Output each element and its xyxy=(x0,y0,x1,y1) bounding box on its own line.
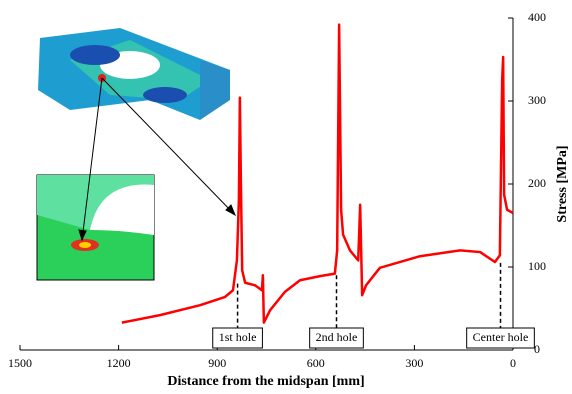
x-tick-label: 0 xyxy=(510,356,516,370)
x-tick-label: 900 xyxy=(208,356,226,370)
annotation: 1st hole xyxy=(219,330,257,344)
x-tick-label: 300 xyxy=(405,356,423,370)
annotation: Center hole xyxy=(473,330,529,344)
y-tick-label: 0 xyxy=(534,342,540,356)
y-tick-label: 200 xyxy=(528,176,546,190)
x-tick-label: 1500 xyxy=(8,356,32,370)
x-tick-label: 600 xyxy=(307,356,325,370)
y-tick-label: 100 xyxy=(528,259,546,273)
chart: Distance from the midspan [mm] Stress [M… xyxy=(0,0,572,394)
detail-inset xyxy=(37,175,154,280)
model-inset xyxy=(38,28,230,120)
x-tick-label: 1200 xyxy=(107,356,131,370)
annotation: 2nd hole xyxy=(316,330,358,344)
y-tick-label: 300 xyxy=(528,93,546,107)
y-axis-label: Stress [MPa] xyxy=(555,145,570,222)
x-axis-label: Distance from the midspan [mm] xyxy=(167,374,364,389)
y-tick-label: 400 xyxy=(528,10,546,24)
